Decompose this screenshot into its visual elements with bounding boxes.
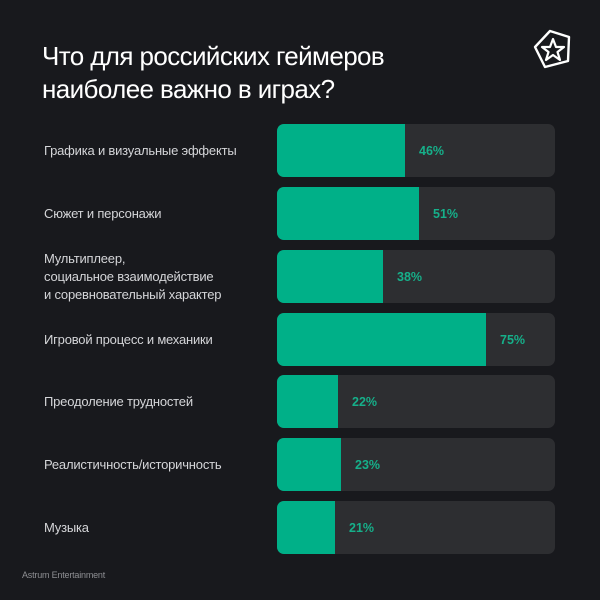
bar-fill [277, 438, 341, 491]
bar-track: 51% [277, 187, 555, 240]
bar-label: Сюжет и персонажи [44, 187, 269, 240]
bar-track: 75% [277, 313, 555, 366]
bar-row: Сюжет и персонажи 51% [0, 187, 600, 240]
bar-fill [277, 501, 335, 554]
bar-row: Музыка 21% [0, 501, 600, 554]
bar-value: 51% [433, 206, 459, 221]
bar-fill [277, 375, 338, 428]
bar-label-text: Сюжет и персонажи [44, 205, 162, 221]
bar-value: 75% [500, 332, 526, 347]
bar-label-text: Игровой процесс и механики [44, 331, 213, 347]
bar-track: 46% [277, 124, 555, 177]
bar-label-text: Графика и визуальные эффекты [44, 142, 237, 158]
bar-label: Игровой процесс и механики [44, 313, 269, 366]
bar-row: Игровой процесс и механики 75% [0, 313, 600, 366]
bar-track: 22% [277, 375, 555, 428]
bar-value: 23% [355, 457, 381, 472]
bar-track: 21% [277, 501, 555, 554]
bar-label: Реалистичность/историчность [44, 438, 269, 491]
bar-label: Мультиплеер, социальное взаимодействие и… [44, 250, 269, 303]
bar-row: Преодоление трудностей 22% [0, 375, 600, 428]
bar-label-text: Мультиплеер, социальное взаимодействие и… [44, 250, 222, 302]
bar-row: Мультиплеер, социальное взаимодействие и… [0, 250, 600, 303]
bar-track: 23% [277, 438, 555, 491]
chart-title: Что для российских геймеров наиболее важ… [42, 41, 385, 104]
bar-track: 38% [277, 250, 555, 303]
bar-label-text: Преодоление трудностей [44, 393, 193, 409]
bar-label-text: Реалистичность/историчность [44, 456, 222, 472]
bar-value: 22% [352, 394, 378, 409]
bar-fill [277, 124, 405, 177]
bar-row: Реалистичность/историчность 23% [0, 438, 600, 491]
bar-value: 38% [397, 269, 423, 284]
footer-source: Astrum Entertainment [22, 570, 106, 580]
astrum-logo-icon [533, 29, 571, 69]
bar-value: 46% [419, 143, 445, 158]
bar-value: 21% [349, 520, 375, 535]
bar-fill [277, 250, 383, 303]
bar-label: Музыка [44, 501, 269, 554]
bar-fill [277, 313, 486, 366]
bar-label: Преодоление трудностей [44, 375, 269, 428]
bar-label-text: Музыка [44, 519, 89, 535]
bar-row: Графика и визуальные эффекты 46% [0, 124, 600, 177]
bar-fill [277, 187, 419, 240]
bar-label: Графика и визуальные эффекты [44, 124, 269, 177]
